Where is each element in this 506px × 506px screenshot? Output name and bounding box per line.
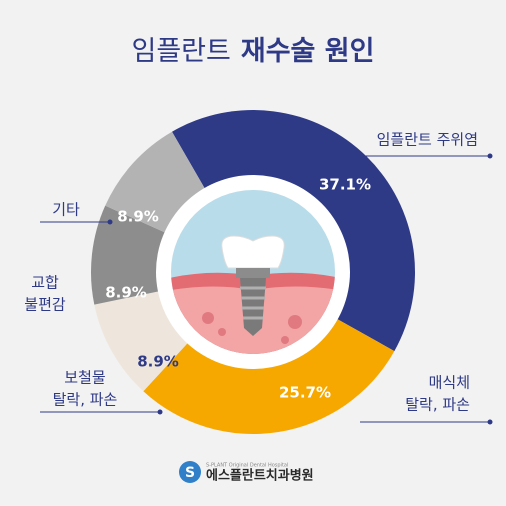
title-light: 임플란트: [132, 36, 231, 67]
value-label: 25.7%: [279, 384, 331, 402]
category-label: 기타: [52, 201, 80, 219]
chart-title: 임플란트 재수술 원인: [132, 36, 375, 67]
abutment: [236, 268, 270, 278]
center-illustration: [156, 175, 350, 369]
tooth: [221, 235, 285, 269]
dot: [218, 328, 226, 336]
dot: [288, 315, 302, 329]
value-label: 8.9%: [117, 208, 159, 226]
leader-dot: [487, 153, 493, 159]
category-label: 탈락, 파손: [405, 396, 470, 414]
dot: [202, 312, 214, 324]
category-label: 임플란트 주위염: [377, 131, 478, 149]
logo-s: S: [185, 465, 195, 481]
logo-mark: [179, 461, 201, 483]
leader-dot: [487, 419, 493, 425]
value-label: 37.1%: [319, 176, 371, 194]
category-label: 매식체: [429, 374, 470, 392]
category-label: 보철물: [64, 369, 105, 387]
category-label: 교합: [31, 274, 59, 292]
category-label: 탈락, 파손: [53, 391, 118, 409]
logo: S S-PLANT Original Dental Hospital 에스플란트…: [179, 461, 314, 484]
logo-name: 에스플란트치과병원: [206, 468, 314, 484]
leader-dot: [157, 409, 163, 415]
leader-dot: [107, 219, 113, 225]
logo-subtitle: S-PLANT Original Dental Hospital: [206, 463, 288, 469]
category-label: 불편감: [24, 296, 66, 314]
title-bold: 재수술 원인: [241, 36, 375, 67]
screw-threads: [240, 286, 266, 320]
value-label: 8.9%: [105, 284, 147, 302]
dot: [281, 336, 289, 344]
value-label: 8.9%: [137, 353, 179, 371]
